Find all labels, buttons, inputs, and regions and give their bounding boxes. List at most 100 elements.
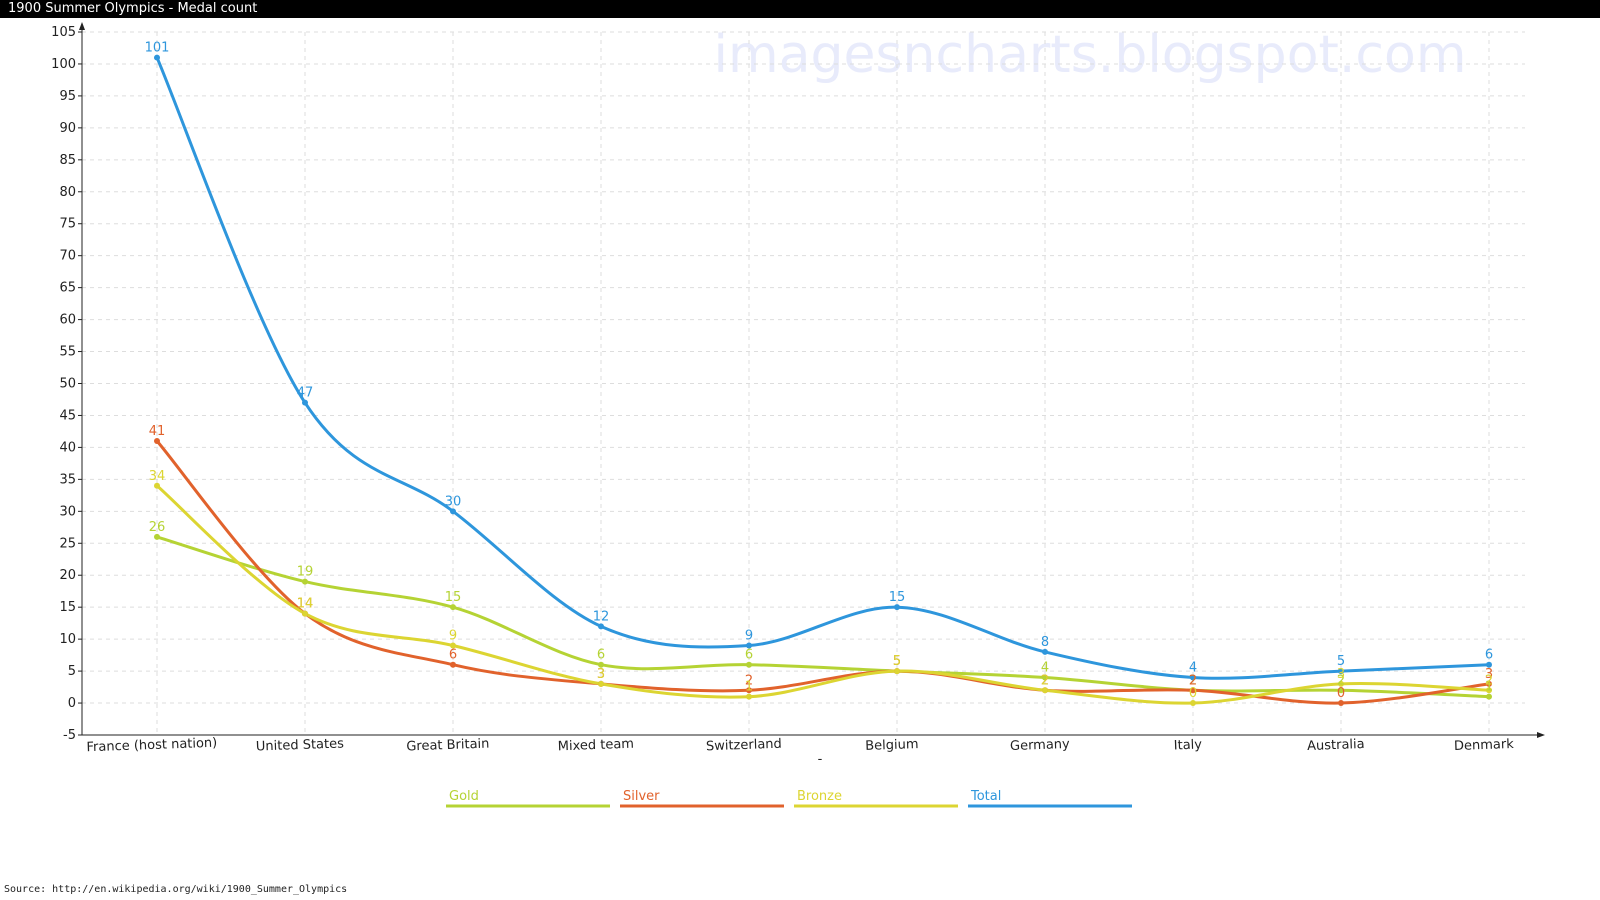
y-tick-label: 45 — [59, 408, 76, 423]
data-point-gold — [450, 604, 456, 611]
data-label-silver: 3 — [1485, 667, 1493, 682]
watermark-text: imagesncharts.blogspot.com — [714, 25, 1467, 85]
x-category-label: Switzerland — [706, 737, 782, 755]
data-point-total — [746, 642, 752, 649]
data-label-bronze: 3 — [1337, 667, 1345, 682]
data-point-bronze — [1338, 680, 1344, 687]
y-tick-label: 100 — [51, 57, 76, 72]
data-label-silver: 5 — [893, 654, 901, 669]
data-label-gold: 26 — [149, 520, 166, 535]
x-category-label: Germany — [1010, 737, 1071, 754]
data-point-gold — [1338, 687, 1344, 694]
y-tick-label: 10 — [59, 632, 76, 647]
legend-label-total: Total — [970, 789, 1001, 804]
data-point-gold — [154, 533, 160, 540]
y-tick-label: 40 — [59, 440, 76, 455]
y-tick-label: 75 — [59, 217, 76, 232]
y-tick-label: 80 — [59, 185, 76, 200]
x-axis-marker: - — [818, 752, 823, 767]
y-tick-label: 5 — [68, 664, 76, 679]
data-label-gold: 15 — [445, 590, 462, 605]
data-label-silver: 3 — [597, 667, 605, 682]
axes: -505101520253035404550556065707580859095… — [51, 22, 1545, 755]
window-title-bar: 1900 Summer Olympics - Medal count — [0, 0, 1600, 18]
y-tick-label: 65 — [59, 281, 76, 296]
legend-label-bronze: Bronze — [797, 789, 842, 804]
data-label-gold: 2 — [1189, 673, 1197, 688]
y-tick-label: 50 — [59, 377, 76, 392]
data-label-gold: 6 — [745, 648, 753, 663]
y-tick-label: 30 — [59, 504, 76, 519]
data-point-gold — [1042, 674, 1048, 681]
data-point-bronze — [1190, 700, 1196, 707]
data-label-total: 9 — [745, 629, 753, 644]
data-point-total — [302, 399, 308, 406]
data-point-bronze — [450, 642, 456, 649]
data-point-bronze — [894, 668, 900, 675]
data-label-total: 47 — [297, 386, 314, 401]
data-label-total: 4 — [1189, 660, 1197, 675]
data-label-total: 8 — [1041, 635, 1049, 650]
x-category-label: Australia — [1307, 737, 1365, 754]
x-category-label: Denmark — [1454, 737, 1515, 754]
data-point-total — [1190, 674, 1196, 681]
data-label-bronze: 2 — [1041, 673, 1049, 688]
window-title: 1900 Summer Olympics - Medal count — [8, 1, 258, 16]
data-label-silver: 2 — [1189, 673, 1197, 688]
data-point-gold — [746, 661, 752, 668]
data-label-bronze: 5 — [893, 654, 901, 669]
data-label-total: 6 — [1485, 648, 1493, 663]
y-tick-label: 105 — [51, 25, 76, 40]
data-label-bronze: 2 — [1485, 673, 1493, 688]
data-label-total: 30 — [445, 494, 462, 509]
x-axis-arrow — [1537, 732, 1545, 738]
data-label-silver: 41 — [149, 424, 166, 439]
data-label-silver: 2 — [745, 673, 753, 688]
data-label-gold: 2 — [1337, 673, 1345, 688]
data-point-total — [1042, 648, 1048, 655]
data-label-gold: 19 — [297, 565, 314, 580]
x-category-label: Belgium — [865, 737, 919, 754]
data-label-silver: 2 — [1041, 673, 1049, 688]
y-axis-arrow — [79, 22, 85, 30]
data-label-bronze: 14 — [297, 597, 314, 612]
series-lines — [155, 56, 1490, 705]
data-label-gold: 6 — [597, 648, 605, 663]
data-point-silver — [746, 687, 752, 694]
y-tick-label: 70 — [59, 249, 76, 264]
source-note: Source: http://en.wikipedia.org/wiki/190… — [4, 884, 348, 895]
data-point-silver — [1486, 680, 1492, 687]
medal-count-line-chart: imagesncharts.blogspot.com -505101520253… — [51, 22, 1545, 808]
x-category-label: Mixed team — [558, 737, 635, 755]
data-label-bronze: 0 — [1189, 686, 1197, 701]
y-tick-label: 0 — [68, 696, 76, 711]
x-category-label: United States — [256, 736, 345, 754]
data-point-gold — [302, 578, 308, 585]
data-label-total: 101 — [145, 41, 170, 56]
legend: Gold Silver Bronze Total — [446, 789, 1132, 808]
data-label-total: 15 — [889, 590, 906, 605]
data-label-bronze: 1 — [745, 680, 753, 695]
data-point-bronze — [1486, 687, 1492, 694]
y-tick-label: 60 — [59, 313, 76, 328]
y-tick-label: 35 — [59, 472, 76, 487]
x-category-label: France (host nation) — [86, 736, 217, 756]
x-category-label: Italy — [1174, 738, 1203, 754]
series-line-bronze — [156, 484, 1490, 705]
data-label-gold: 4 — [1041, 660, 1049, 675]
y-tick-label: 55 — [59, 345, 76, 360]
data-point-bronze — [302, 610, 308, 617]
data-point-gold — [598, 661, 604, 668]
data-point-total — [154, 54, 160, 61]
x-category-label: Great Britain — [406, 737, 490, 755]
series-line-gold — [156, 535, 1490, 699]
y-tick-label: 15 — [59, 600, 76, 615]
legend-label-silver: Silver — [623, 789, 660, 804]
data-label-total: 12 — [593, 609, 610, 624]
data-label-bronze: 9 — [449, 629, 457, 644]
data-point-gold — [1486, 693, 1492, 700]
data-point-bronze — [1042, 687, 1048, 694]
data-label-silver: 6 — [449, 648, 457, 663]
data-point-silver — [1190, 687, 1196, 694]
grid-lines — [82, 31, 1525, 736]
